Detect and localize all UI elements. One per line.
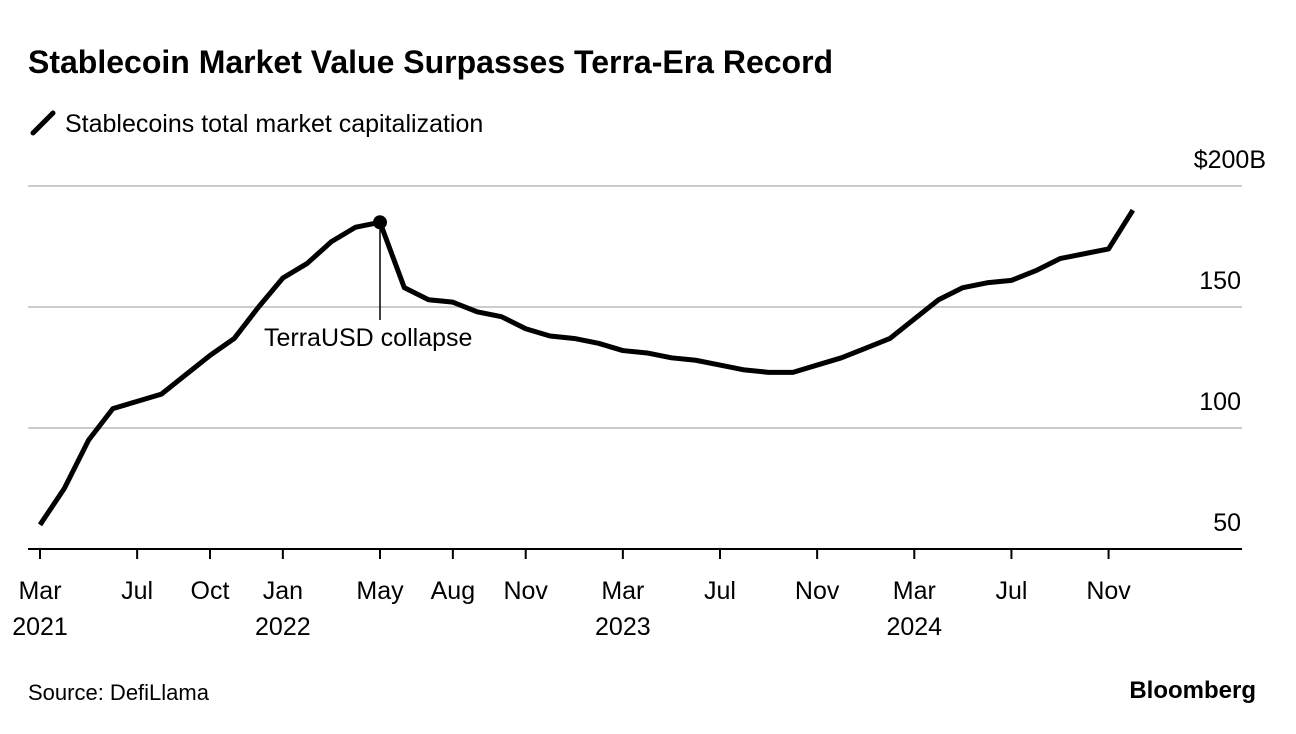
x-tick-label: Aug	[431, 577, 475, 605]
x-tick-label: Nov	[503, 577, 548, 605]
legend-label: Stablecoins total market capitalization	[65, 110, 483, 138]
x-tick-label: Nov	[795, 577, 840, 605]
brand: Bloomberg	[1129, 677, 1256, 704]
x-tick-label: Oct	[191, 577, 230, 605]
x-tick-label: Mar 2023	[595, 577, 651, 641]
y-tick-label: 50	[1213, 509, 1241, 537]
legend-swatch	[30, 110, 56, 136]
x-tick-label: Jul	[704, 577, 736, 605]
x-tick-label: Jul	[995, 577, 1027, 605]
y-tick-label: 150	[1199, 267, 1241, 295]
x-tick-label: May	[356, 577, 404, 605]
x-tick-label: Jan 2022	[255, 577, 311, 641]
line	[37, 208, 1135, 527]
source: Source: DefiLlama	[28, 680, 210, 705]
x-tick-label: Nov	[1086, 577, 1131, 605]
x-tick-label: Mar 2021	[12, 577, 68, 641]
annotation-text: TerraUSD collapse	[264, 324, 472, 352]
x-tick-label: Mar 2024	[886, 577, 942, 641]
x-tick-label: Jul	[121, 577, 153, 605]
y-tick-label: $200B	[1194, 146, 1266, 174]
annotation-marker	[373, 215, 387, 230]
y-tick-label: 100	[1199, 388, 1241, 416]
chart-title: Stablecoin Market Value Surpasses Terra-…	[28, 44, 833, 80]
